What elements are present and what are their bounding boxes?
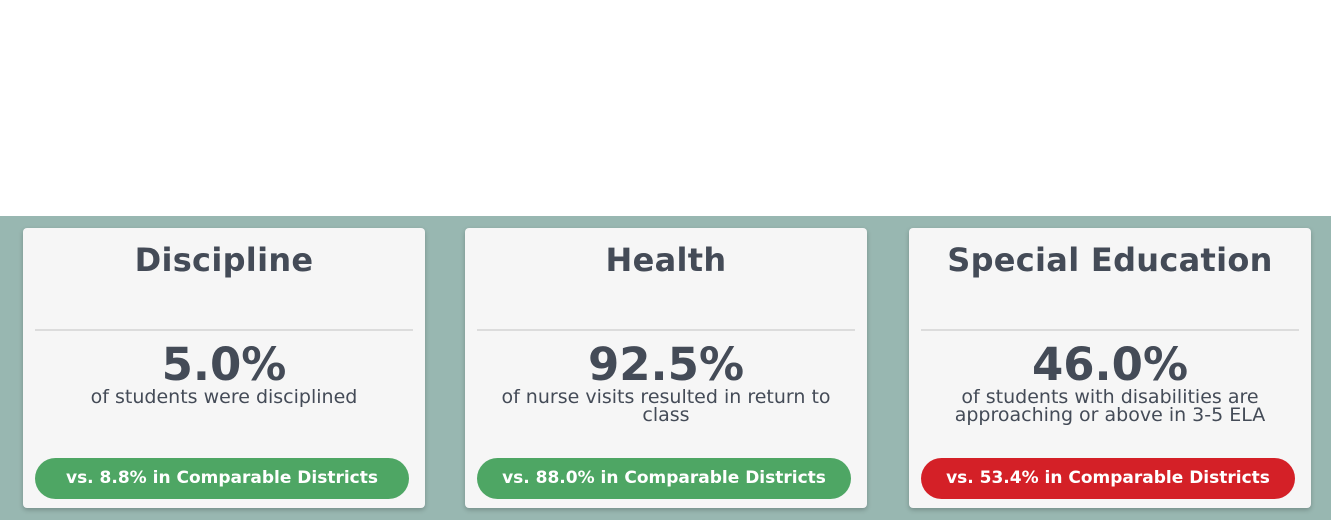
metric-card-discipline: Discipline 5.0% of students were discipl… (23, 228, 425, 508)
metric-description: of students were disciplined (90, 386, 358, 408)
comparison-badge: vs. 88.0% in Comparable Districts (477, 458, 851, 499)
metric-description: of nurse visits resulted in return to cl… (501, 386, 831, 426)
metric-description: of students with disabilities are approa… (954, 386, 1266, 426)
metric-value: 5.0% (161, 338, 287, 391)
card-title: Discipline (134, 241, 314, 279)
blank-header-area (0, 0, 1331, 216)
metrics-band: Discipline 5.0% of students were discipl… (0, 216, 1331, 520)
card-divider (477, 329, 855, 331)
metric-card-health: Health 92.5% of nurse visits resulted in… (465, 228, 867, 508)
card-divider (35, 329, 413, 331)
metric-value: 46.0% (1031, 338, 1189, 391)
comparison-badge: vs. 8.8% in Comparable Districts (35, 458, 409, 499)
metric-value: 92.5% (587, 338, 745, 391)
card-divider (921, 329, 1299, 331)
metric-card-special-education: Special Education 46.0% of students with… (909, 228, 1311, 508)
comparison-badge: vs. 53.4% in Comparable Districts (921, 458, 1295, 499)
card-title: Special Education (947, 241, 1273, 279)
card-title: Health (605, 241, 727, 279)
